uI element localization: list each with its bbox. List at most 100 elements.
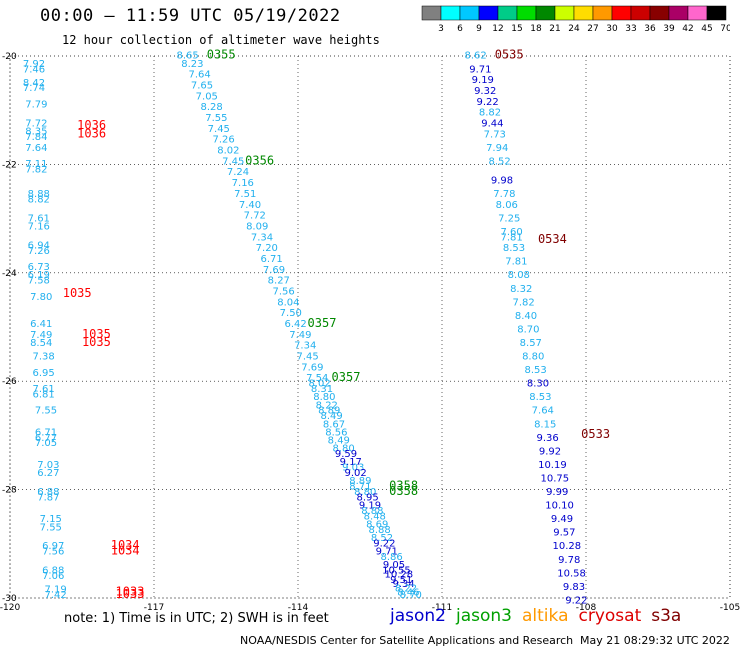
pass-time-label: 1036 bbox=[77, 118, 106, 132]
wave-height-label: 7.34 bbox=[251, 232, 273, 243]
wave-height-label: 7.49 bbox=[289, 330, 311, 341]
wave-height-label: 7.56 bbox=[272, 286, 294, 297]
wave-height-label: 10.58 bbox=[557, 568, 586, 579]
wave-height-label: 8.27 bbox=[268, 276, 290, 287]
wave-height-label: 7.56 bbox=[42, 547, 64, 558]
wave-height-label: 9.17 bbox=[340, 457, 362, 468]
wave-height-label: 7.25 bbox=[498, 213, 520, 224]
wave-height-label: 7.45 bbox=[208, 124, 230, 135]
wave-height-label: 8.53 bbox=[503, 243, 525, 254]
y-tick-label: -30 bbox=[2, 594, 17, 604]
wave-height-label: 7.84 bbox=[25, 132, 47, 143]
y-tick-label: -22 bbox=[2, 160, 17, 170]
wave-height-label: 6.97 bbox=[42, 541, 64, 552]
wave-height-label: 7.05 bbox=[196, 91, 218, 102]
wave-height-label: 7.73 bbox=[484, 129, 506, 140]
colorbar-label: 24 bbox=[568, 24, 580, 34]
chart-title: 00:00 — 11:59 UTC 05/19/2022 bbox=[40, 6, 341, 26]
x-tick-label: -105 bbox=[720, 603, 740, 613]
satellite-cryosat: cryosat bbox=[578, 606, 642, 626]
wave-height-label: 10.28 bbox=[552, 541, 581, 552]
pass-time-label: 1035 bbox=[63, 286, 92, 300]
wave-height-label: 7.82 bbox=[25, 165, 47, 176]
wave-height-label: 7.16 bbox=[28, 221, 50, 232]
wave-height-label: 8.22 bbox=[316, 400, 338, 411]
plot-frame bbox=[9, 55, 731, 599]
pass-time-label: 0357 bbox=[308, 316, 337, 330]
colorbar-label: 45 bbox=[701, 24, 712, 34]
wave-height-label: 7.19 bbox=[44, 585, 66, 596]
wave-height-label: 8.65 bbox=[176, 51, 198, 62]
wave-height-label: 9.19 bbox=[359, 501, 381, 512]
wave-height-label: 8.22 bbox=[395, 583, 417, 594]
wave-height-label: 9.92 bbox=[539, 446, 561, 457]
wave-height-label: 7.55 bbox=[35, 406, 57, 417]
wave-height-label: 6.41 bbox=[30, 319, 52, 330]
colorbar-label: 9 bbox=[476, 24, 482, 34]
wave-height-label: 7.50 bbox=[280, 308, 302, 319]
wave-height-label: 8.48 bbox=[364, 511, 386, 522]
y-tick-label: -26 bbox=[2, 377, 17, 387]
wave-height-label: 9.03 bbox=[342, 463, 364, 474]
wave-height-label: 8.49 bbox=[320, 411, 342, 422]
satellite-altika: altika bbox=[522, 606, 569, 626]
colorbar-label: 30 bbox=[606, 24, 618, 34]
pass-time-label: 0358 bbox=[389, 484, 418, 498]
footer-note: note: 1) Time is in UTC; 2) SWH is in fe… bbox=[64, 611, 329, 626]
colorbar-label: 21 bbox=[549, 24, 560, 34]
wave-height-label: 8.52 bbox=[371, 533, 393, 544]
wave-height-label: 9.57 bbox=[553, 528, 575, 539]
wave-height-label: 8.80 bbox=[332, 444, 354, 455]
wave-height-label: 7.11 bbox=[25, 159, 47, 170]
pass-time-label: 1036 bbox=[77, 126, 106, 140]
wave-height-label: 8.88 bbox=[28, 189, 50, 200]
wave-height-label: 9.99 bbox=[546, 487, 568, 498]
wave-height-label: 10.10 bbox=[545, 501, 574, 512]
wave-height-label: 7.05 bbox=[35, 438, 57, 449]
wave-height-label: 9.44 bbox=[481, 118, 503, 129]
wave-height-label: 6.71 bbox=[260, 254, 282, 265]
colorbar-label: 3 bbox=[438, 24, 444, 34]
wave-height-label: 9.22 bbox=[565, 595, 587, 606]
pass-time-label: 1033 bbox=[116, 587, 145, 601]
wave-height-label: 8.56 bbox=[325, 427, 347, 438]
pass-time-label: 0534 bbox=[538, 232, 567, 246]
wave-height-label: 7.03 bbox=[37, 460, 59, 471]
wave-height-label: 9.22 bbox=[476, 97, 498, 108]
wave-height-label: 8.30 bbox=[527, 379, 549, 390]
wave-height-label: 6.27 bbox=[37, 468, 59, 479]
wave-height-label: 7.55 bbox=[40, 522, 62, 533]
wave-height-label: 7.87 bbox=[37, 492, 59, 503]
wave-height-label: 6.77 bbox=[35, 433, 57, 444]
wave-height-label: 8.52 bbox=[488, 156, 510, 167]
satellite-jason2: jason2 bbox=[390, 606, 446, 626]
wave-height-label: 6.94 bbox=[28, 240, 50, 251]
wave-height-label: 8.28 bbox=[200, 102, 222, 113]
colorbar-label: 42 bbox=[682, 24, 693, 34]
pass-time-label: 1033 bbox=[116, 584, 145, 598]
wave-height-label: 7.64 bbox=[25, 143, 47, 154]
wave-height-label: 8.82 bbox=[28, 194, 50, 205]
wave-height-label: 6.81 bbox=[32, 389, 54, 400]
wave-height-label: 8.95 bbox=[356, 492, 378, 503]
wave-height-label: 7.54 bbox=[306, 373, 328, 384]
wave-height-label: 7.74 bbox=[23, 83, 45, 94]
pass-time-label: 1035 bbox=[82, 327, 111, 341]
pass-time-label: 0533 bbox=[581, 427, 610, 441]
wave-height-label: 8.80 bbox=[354, 487, 376, 498]
wave-height-label: 7.45 bbox=[296, 352, 318, 363]
wave-height-label: 8.02 bbox=[308, 379, 330, 390]
wave-height-label: 8.89 bbox=[349, 476, 371, 487]
wave-height-label: 6.71 bbox=[35, 427, 57, 438]
wave-height-label: 8.88 bbox=[368, 525, 390, 536]
wave-height-label: 7.34 bbox=[294, 341, 316, 352]
pass-time-label: 0357 bbox=[332, 370, 361, 384]
satellite-legend: jason2 jason3 altika cryosat s3a bbox=[390, 606, 691, 626]
x-tick-label: -120 bbox=[0, 603, 20, 613]
footer-credit: NOAA/NESDIS Center for Satellite Applica… bbox=[240, 634, 574, 647]
wave-height-label: 9.98 bbox=[491, 175, 513, 186]
wave-height-label: 8.89 bbox=[318, 406, 340, 417]
wave-height-label: 7.49 bbox=[30, 330, 52, 341]
